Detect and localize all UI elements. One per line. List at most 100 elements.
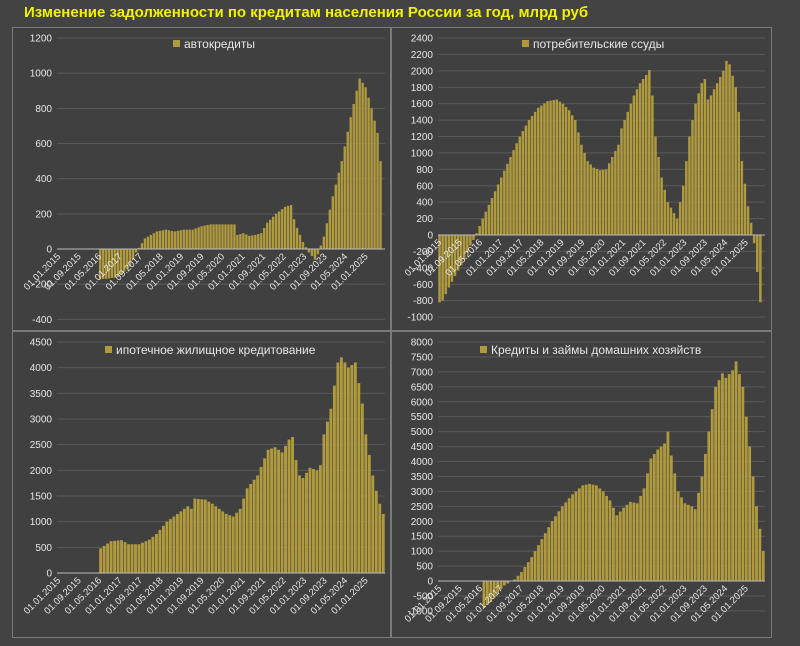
bar: [459, 235, 463, 266]
bar: [755, 506, 758, 581]
bar: [714, 386, 718, 581]
bar: [722, 70, 725, 235]
bar: [741, 386, 745, 581]
bar: [304, 247, 308, 249]
bar: [182, 508, 186, 573]
bar: [639, 495, 643, 581]
y-tick-label: 1500: [411, 532, 434, 543]
bar: [116, 249, 120, 278]
bar: [686, 504, 690, 581]
bar: [155, 231, 159, 249]
bar: [680, 497, 683, 581]
bar: [172, 516, 176, 573]
bar: [721, 373, 724, 581]
bar: [524, 125, 528, 235]
y-tick-label: -500: [413, 591, 433, 602]
bar: [248, 235, 251, 249]
y-tick-label: 800: [35, 104, 52, 115]
bar: [170, 230, 173, 249]
bar: [646, 473, 649, 581]
bar: [673, 473, 677, 581]
bar: [571, 494, 574, 581]
bar: [295, 227, 299, 249]
bar: [632, 95, 636, 235]
bar: [738, 374, 741, 581]
bar: [283, 206, 287, 249]
bar: [611, 157, 614, 235]
bar: [173, 231, 176, 249]
y-tick-label: 500: [416, 562, 433, 573]
bar: [715, 83, 719, 235]
bar: [343, 146, 346, 249]
bar: [663, 443, 666, 581]
bar: [212, 224, 215, 249]
y-tick-label: -600: [413, 280, 433, 291]
y-tick-label: -400: [32, 315, 52, 326]
y-tick-label: 3000: [411, 487, 434, 498]
bar: [675, 218, 679, 235]
bar: [207, 501, 211, 573]
y-tick-label: 2500: [411, 502, 434, 513]
bar: [749, 222, 753, 235]
bar: [252, 479, 256, 573]
bar: [325, 421, 329, 573]
bar: [116, 540, 120, 573]
bar: [143, 238, 147, 249]
bar: [660, 177, 663, 235]
bar: [466, 235, 469, 253]
y-tick-label: 1200: [411, 132, 434, 143]
y-tick-label: 1500: [30, 492, 53, 503]
bar: [186, 506, 190, 573]
bar: [263, 458, 267, 573]
bar: [526, 562, 530, 581]
bar: [520, 572, 523, 581]
bar: [200, 499, 204, 573]
y-tick-label: 1000: [411, 148, 434, 159]
bar: [629, 103, 633, 236]
bar: [453, 235, 457, 277]
bar: [209, 224, 212, 249]
y-tick-label: 200: [35, 209, 52, 220]
bar: [120, 540, 123, 573]
bar: [567, 498, 571, 581]
bar: [632, 502, 636, 581]
bar: [564, 106, 568, 235]
bar: [131, 249, 135, 260]
bar: [447, 235, 451, 288]
bar: [193, 498, 197, 573]
bar: [678, 202, 682, 235]
bar: [530, 557, 534, 581]
bar: [642, 488, 646, 581]
bar: [137, 247, 141, 249]
bar: [728, 64, 731, 235]
bar: [540, 105, 543, 236]
bar: [615, 515, 619, 581]
bar: [106, 543, 110, 573]
bar: [731, 75, 734, 235]
bar: [564, 502, 568, 581]
bar: [659, 446, 663, 581]
bar: [441, 235, 444, 301]
bar: [127, 544, 130, 573]
legend-label: потребительские ссуды: [533, 37, 664, 51]
bar: [533, 111, 537, 235]
bar: [601, 491, 605, 581]
bar: [319, 245, 323, 249]
bar: [191, 229, 194, 249]
bar: [472, 235, 475, 240]
bar: [712, 89, 716, 235]
bar: [107, 249, 111, 279]
bar: [277, 449, 281, 573]
bar: [748, 446, 752, 581]
bar: [516, 575, 520, 581]
bar: [349, 117, 352, 249]
bar: [547, 527, 551, 581]
bar: [709, 95, 713, 235]
bar: [570, 115, 574, 235]
bar: [644, 74, 648, 235]
bar: [325, 223, 329, 249]
bar: [672, 213, 676, 235]
bar: [329, 408, 333, 573]
bar: [146, 236, 150, 249]
bar: [175, 513, 179, 573]
